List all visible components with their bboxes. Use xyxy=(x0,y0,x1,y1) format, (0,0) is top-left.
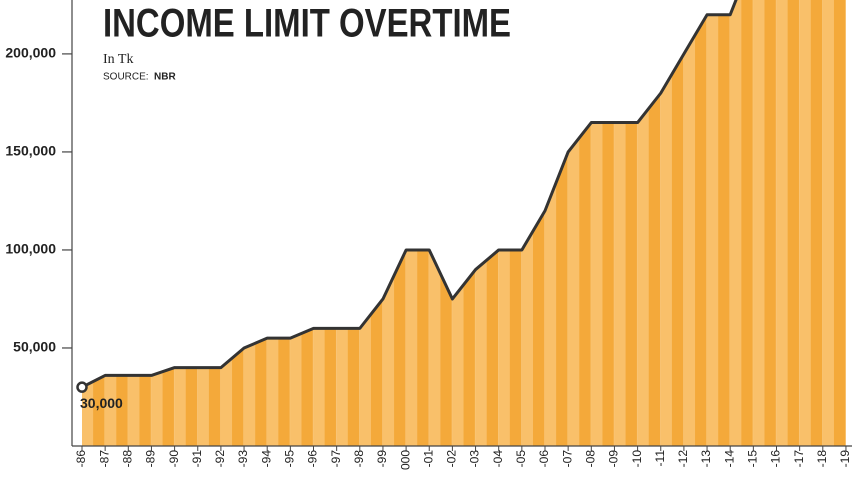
x-tick-label: 000 xyxy=(398,450,412,470)
source-label: SOURCE: xyxy=(103,72,149,83)
x-tick-label: -96 xyxy=(306,450,320,468)
x-tick-label: -10 xyxy=(630,450,644,468)
x-tick-label: -89 xyxy=(144,450,158,468)
x-tick-label: -04 xyxy=(491,450,505,468)
data-label: 30,000 xyxy=(80,395,123,411)
x-tick-label: -17 xyxy=(792,450,806,468)
x-tick-label: -11 xyxy=(653,450,667,467)
x-tick-label: -02 xyxy=(445,450,459,468)
x-tick-label: -91 xyxy=(190,450,204,468)
y-tick-label: 50,000 xyxy=(13,339,56,355)
y-tick-label: 100,000 xyxy=(5,241,56,257)
x-tick-label: -18 xyxy=(815,450,829,468)
x-tick-label: -99 xyxy=(375,450,389,468)
x-tick-label: -09 xyxy=(607,450,621,468)
x-tick-label: -92 xyxy=(213,450,227,468)
x-tick-label: -05 xyxy=(514,450,528,468)
x-tick-label: -93 xyxy=(236,450,250,468)
x-tick-label: -13 xyxy=(699,450,713,468)
y-tick-label: 150,000 xyxy=(5,143,56,159)
x-tick-label: -06 xyxy=(537,450,551,468)
x-tick-label: -94 xyxy=(259,450,273,468)
x-tick-label: -88 xyxy=(120,450,134,468)
x-tick-label: -01 xyxy=(421,450,435,468)
x-tick-label: -15 xyxy=(746,450,760,468)
point-marker xyxy=(76,381,88,393)
line xyxy=(81,0,738,389)
x-tick-label: -90 xyxy=(167,450,181,468)
x-tick-label: -86 xyxy=(74,450,88,468)
x-tick-label: -12 xyxy=(676,450,690,468)
x-tick-label: -03 xyxy=(468,450,482,468)
source: NBR xyxy=(154,72,176,83)
plot-area xyxy=(81,0,846,446)
x-tick-label: -97 xyxy=(329,450,343,468)
x-tick-label: -95 xyxy=(283,450,297,468)
chart-title: INCOME LIMIT OVERTIME xyxy=(103,2,511,46)
x-tick-label: -16 xyxy=(769,450,783,468)
x-tick-label: -08 xyxy=(583,450,597,468)
x-tick-label: -98 xyxy=(352,450,366,468)
subtitle: In Tk xyxy=(103,52,133,67)
area xyxy=(82,0,846,446)
x-tick-label: -14 xyxy=(722,450,736,468)
x-tick-label: -19 xyxy=(838,450,852,468)
x-tick-label: -07 xyxy=(560,450,574,468)
y-tick-label: 200,000 xyxy=(5,45,56,61)
x-tick-label: -87 xyxy=(97,450,111,468)
